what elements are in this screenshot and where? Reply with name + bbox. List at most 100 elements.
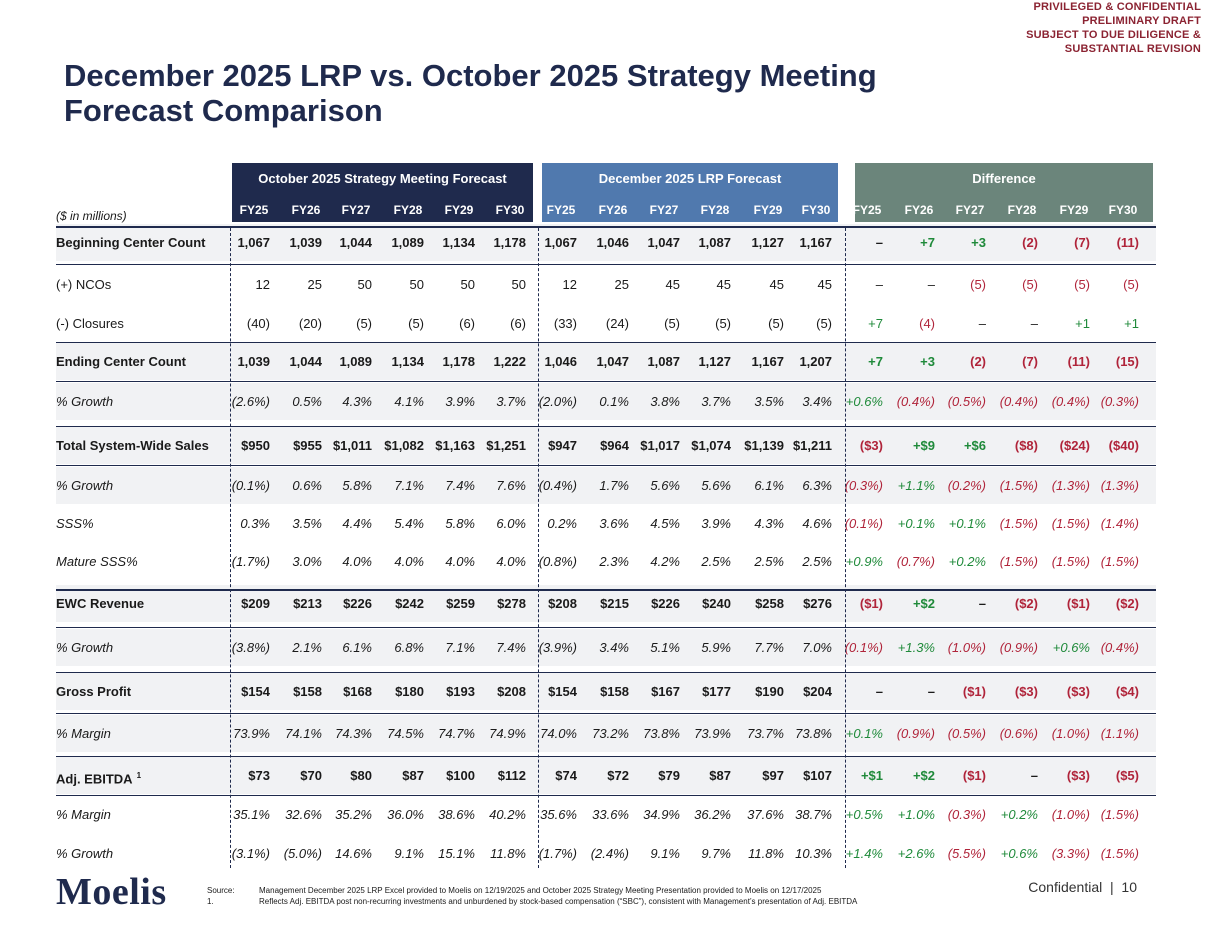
table-cell: – [927,277,935,292]
group-title-october: October 2025 Strategy Meeting Forecast [258,171,507,186]
table-cell: $278 [497,596,526,611]
table-cell: (1.0%) [1051,807,1090,822]
table-cell: $80 [350,768,372,783]
table-cell: (5) [715,316,731,331]
table-cell: 36.0% [387,807,424,822]
table-cell: (1.3%) [1051,478,1090,493]
table-cell: 4.3% [754,516,784,531]
table-cell: $1,163 [435,438,475,453]
table-row: Adj. EBITDA 1 $73 $70 $80 $87 $100 $112 $74 $72 $7… [56,757,1156,794]
row-divider [56,713,1156,714]
table-cell: 33.6% [592,807,629,822]
table-cell: (5) [768,316,784,331]
table-cell: 0.5% [292,394,322,409]
table-cell: ($2) [1115,596,1139,611]
table-cell: $158 [293,684,322,699]
table-cell: (5.0%) [283,846,322,861]
table-cell: (1.7%) [538,846,577,861]
table-cell: $100 [446,768,475,783]
table-cell: (7) [1022,354,1038,369]
table-cell: $240 [702,596,731,611]
table-cell: $1,017 [640,438,680,453]
row-label-text: % Margin [56,726,111,741]
table-cell: 1.7% [599,478,629,493]
table-cell: $112 [497,768,526,783]
table-cell: 35.1% [233,807,270,822]
table-cell: (5) [664,316,680,331]
year-header: FY25 [239,203,269,217]
table-cell: (0.5%) [947,394,986,409]
row-label: EWC Revenue [56,585,144,622]
table-cell: ($2) [1014,596,1038,611]
table-cell: ($5) [1115,768,1139,783]
table-cell: +7 [868,354,883,369]
table-cell: +0.9% [845,554,883,569]
row-label: (+) NCOs [56,266,111,303]
table-cell: (0.4%) [1100,640,1139,655]
table-cell: (15) [1115,354,1139,369]
table-cell: +$1 [860,768,883,783]
table-cell: ($40) [1108,438,1139,453]
table-cell: 4.5% [650,516,680,531]
table-cell: (5) [356,316,372,331]
group-header-december: December 2025 LRP Forecast [542,163,838,222]
table-cell: 73.2% [592,726,629,741]
table-row: Mature SSS% (1.7%) 3.0% 4.0% 4.0% 4.0% 4.0% (0.… [56,543,1156,580]
year-header: FY27 [955,203,985,217]
row-label-text: % Margin [56,807,111,822]
table-cell: (1.5%) [999,516,1038,531]
table-cell: 73.9% [694,726,731,741]
year-header: FY27 [341,203,371,217]
table-cell: (1.5%) [999,478,1038,493]
table-cell: 5.9% [701,640,731,655]
table-cell: (0.1%) [844,640,883,655]
table-cell: 1,178 [442,354,475,369]
row-label: % Growth [56,383,113,420]
table-cell: +0.1% [845,726,883,741]
table-cell: 1,087 [647,354,680,369]
table-cell: $213 [293,596,322,611]
table-cell: 3.9% [701,516,731,531]
table-cell: (40) [246,316,270,331]
table-cell: 73.8% [795,726,832,741]
table-cell: – [1030,316,1038,331]
row-label: % Growth [56,629,113,666]
table-cell: +0.6% [845,394,883,409]
year-header: FY25 [546,203,576,217]
table-cell: (1.5%) [1100,807,1139,822]
row-label-text: % Growth [56,478,114,493]
row-divider [56,342,1156,343]
footnotes: Source: Management December 2025 LRP Exc… [207,885,857,907]
year-header: FY26 [598,203,628,217]
table-row: Gross Profit $154 $158 $168 $180 $193 $208 $154… [56,673,1156,710]
table-cell: 1,167 [799,235,832,250]
table-cell: +1 [1124,316,1139,331]
table-cell: ($1) [859,596,883,611]
table-cell: 1,039 [289,235,322,250]
table-cell: 0.2% [547,516,577,531]
table-cell: (20) [298,316,322,331]
row-label: % Growth [56,467,113,504]
table-cell: (0.4%) [999,394,1038,409]
table-cell: 35.6% [540,807,577,822]
row-label-text: Gross Profit [56,684,132,699]
table-cell: (2) [970,354,986,369]
table-cell: +0.2% [948,554,986,569]
table-cell: (5) [1022,277,1038,292]
row-label: % Margin [56,796,111,833]
row-label: Gross Profit [56,673,131,710]
row-divider [56,627,1156,628]
table-cell: (5) [408,316,424,331]
row-label-text: (+) NCOs [56,277,112,292]
table-cell: 2.3% [599,554,629,569]
table-cell: $204 [803,684,832,699]
table-cell: +1.4% [845,846,883,861]
table-cell: $190 [755,684,784,699]
table-cell: +0.6% [1052,640,1090,655]
table-cell: 45 [716,277,731,292]
table-cell: $193 [446,684,475,699]
group-separator [538,228,539,868]
year-header: FY28 [1007,203,1037,217]
table-cell: (3.3%) [1051,846,1090,861]
